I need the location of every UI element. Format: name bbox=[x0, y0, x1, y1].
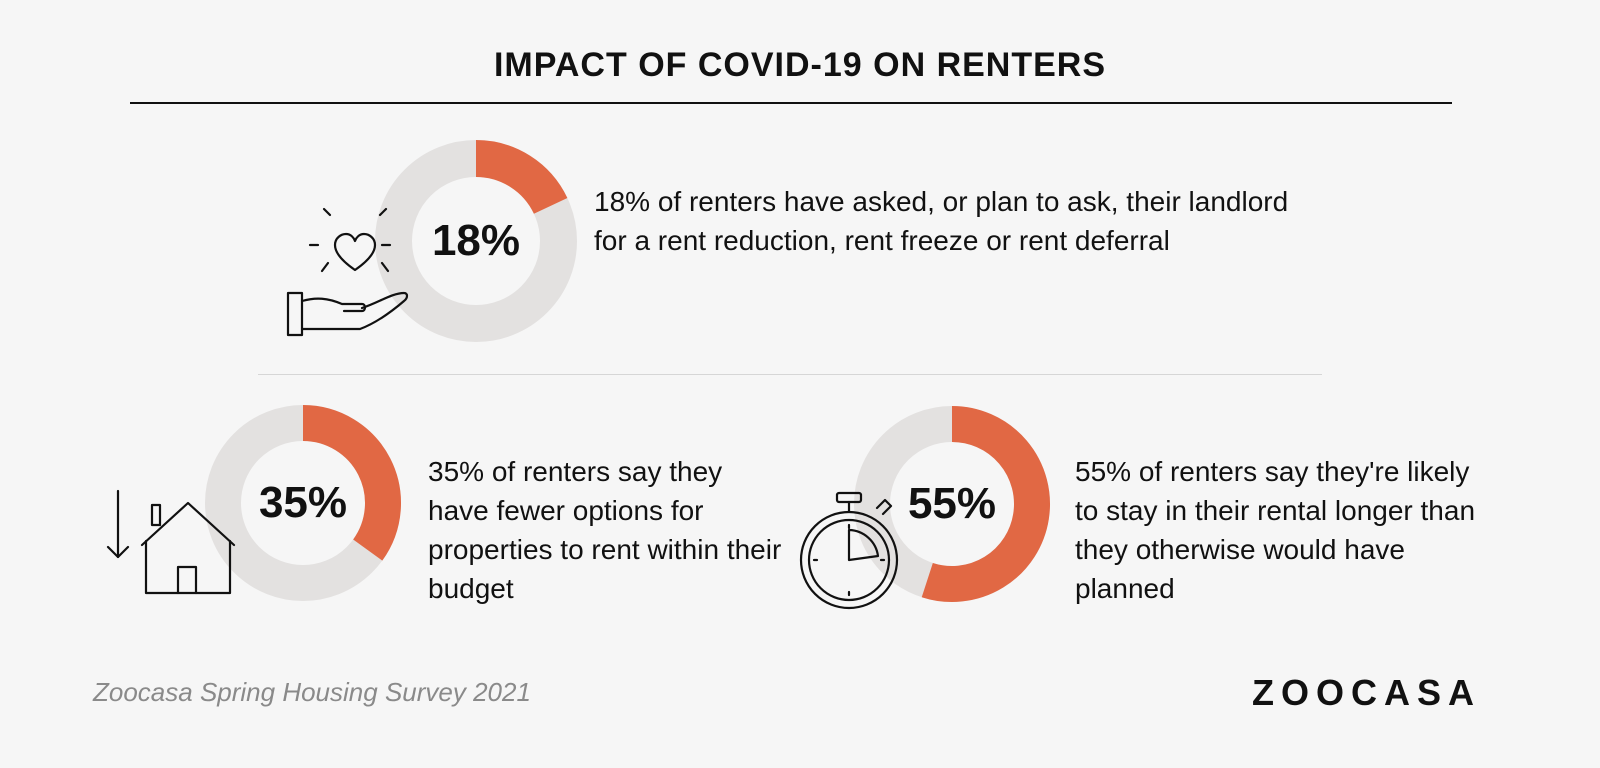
source-caption: Zoocasa Spring Housing Survey 2021 bbox=[93, 677, 531, 707]
house-down-arrow-icon bbox=[106, 489, 236, 595]
donut-value-arc bbox=[475, 140, 568, 215]
donut-svg bbox=[375, 140, 577, 342]
donut-svg bbox=[854, 406, 1050, 602]
section-divider bbox=[258, 374, 1322, 375]
donut-value-arc bbox=[302, 405, 401, 561]
chart-title: IMPACT OF COVID-19 ON RENTERS bbox=[493, 46, 1107, 84]
donut-percent-label: 55% bbox=[907, 479, 997, 528]
donut-percent-label: 35% bbox=[258, 478, 348, 527]
title-divider bbox=[130, 102, 1452, 104]
stat-description-18: 18% of renters have asked, or plan to as… bbox=[594, 186, 1289, 256]
donut-chart-35: 35% bbox=[205, 405, 401, 601]
zoocasa-logo[interactable]: ZOOCASA bbox=[1252, 672, 1481, 713]
donut-svg bbox=[205, 405, 401, 601]
donut-chart-18: 18% bbox=[375, 140, 577, 342]
stat-description-55: 55% of renters say they're likely to sta… bbox=[1075, 456, 1476, 604]
heart-in-hand-icon bbox=[286, 207, 409, 337]
donut-value-arc bbox=[921, 406, 1050, 602]
donut-percent-label: 18% bbox=[431, 216, 521, 265]
donut-chart-55: 55% bbox=[854, 406, 1050, 602]
stat-description-35: 35% of renters say they have fewer optio… bbox=[428, 456, 782, 604]
stopwatch-icon bbox=[799, 491, 899, 610]
